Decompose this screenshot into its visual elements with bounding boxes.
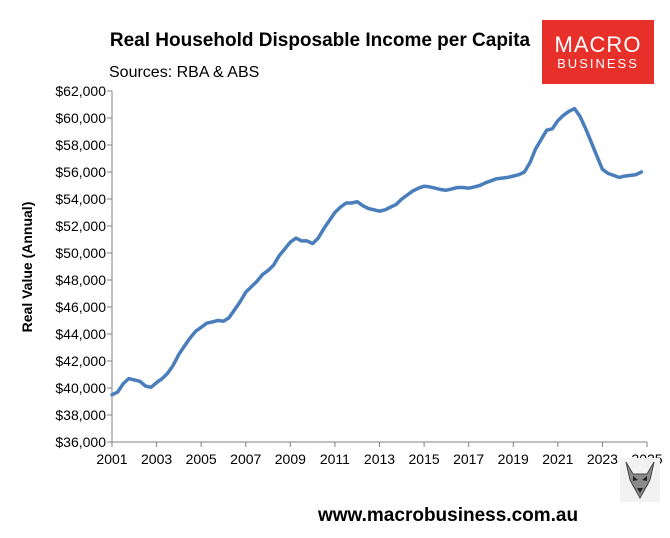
y-axis-label: Real Value (Annual)	[19, 202, 35, 333]
x-tick-label: 2023	[587, 451, 618, 467]
x-tick-label: 2001	[96, 451, 127, 467]
y-tick-label: $38,000	[55, 407, 106, 423]
y-tick-label: $42,000	[55, 353, 106, 369]
y-tick-label: $48,000	[55, 272, 106, 288]
y-tick-label: $62,000	[55, 83, 106, 99]
wolf-mascot-icon	[620, 458, 660, 502]
logo-line1: MACRO	[554, 32, 642, 57]
series-group	[110, 106, 644, 397]
series-line	[110, 106, 644, 397]
y-tick-label: $50,000	[55, 245, 106, 261]
y-tick-label: $60,000	[55, 110, 106, 126]
x-tick-label: 2017	[453, 451, 484, 467]
y-tick-label: $46,000	[55, 299, 106, 315]
x-tick-label: 2013	[364, 451, 395, 467]
chart-subtitle: Sources: RBA & ABS	[109, 64, 260, 81]
y-tick-label: $56,000	[55, 164, 106, 180]
x-tick-label: 2007	[230, 451, 261, 467]
y-tick-label: $40,000	[55, 380, 106, 396]
axes	[107, 90, 648, 447]
macrobusiness-logo[interactable]: MACRO BUSINESS	[542, 20, 654, 84]
x-tick-label: 2005	[186, 451, 217, 467]
x-tick-label: 2003	[141, 451, 172, 467]
x-tick-label: 2021	[542, 451, 573, 467]
y-tick-label: $36,000	[55, 434, 106, 450]
website-url[interactable]: www.macrobusiness.com.au	[318, 505, 579, 526]
x-tick-label: 2015	[409, 451, 440, 467]
x-tick-label: 2019	[498, 451, 529, 467]
x-tick-label: 2009	[275, 451, 306, 467]
y-tick-label: $58,000	[55, 137, 106, 153]
y-tick-label: $44,000	[55, 326, 106, 342]
x-tick-label: 2011	[320, 451, 350, 467]
tick-labels: $36,000 $38,000 $40,000 $42,000 $44,000 $46,0…	[55, 83, 662, 467]
chart-title: Real Household Disposable Income per Cap…	[109, 30, 531, 51]
y-tick-label: $52,000	[55, 218, 106, 234]
y-tick-label: $54,000	[55, 191, 106, 207]
logo-line2: BUSINESS	[557, 56, 639, 71]
